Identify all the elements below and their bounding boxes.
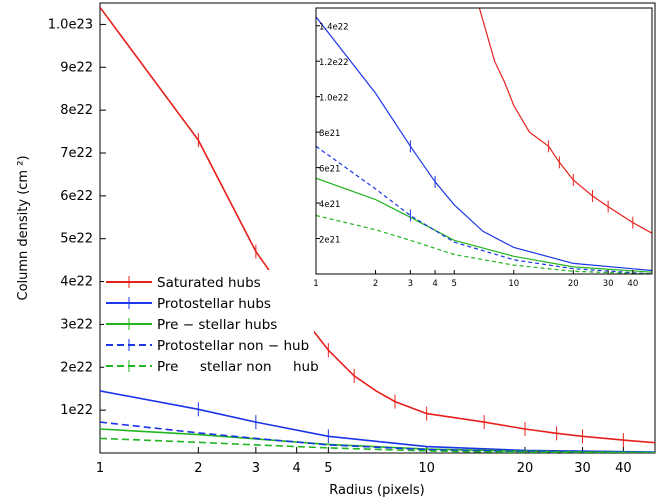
inset-x-tick-label: 20 — [568, 279, 579, 289]
inset-series-line-1 — [316, 16, 652, 272]
inset-y-axis: 2e21 4e21 6e21 8e21 1.0e22 1.2e22 1.4e22 — [316, 23, 349, 246]
inset-y-tick-label: 1.4e22 — [319, 23, 349, 33]
inset-series-line-3 — [316, 145, 652, 274]
main-x-tick-label: 20 — [517, 461, 534, 476]
legend-entry-label: Protostellar hubs — [157, 296, 271, 312]
main-x-tick-label: 2 — [194, 461, 202, 476]
inset-x-tick-label: 3 — [408, 279, 413, 289]
inset-x-tick-label: 40 — [627, 279, 638, 289]
inset-y-tick-label: 6e21 — [319, 165, 340, 175]
main-y-tick-label: 2e22 — [60, 360, 93, 375]
main-y-tick-label: 1e22 — [60, 403, 93, 418]
main-x-tick-label: 30 — [574, 461, 591, 476]
main-series-line-3 — [100, 421, 655, 453]
main-x-tick-label: 5 — [324, 461, 332, 476]
inset-x-tick-label: 2 — [373, 279, 378, 289]
main-y-tick-label: 4e22 — [60, 275, 93, 290]
main-plot-frame — [99, 2, 656, 454]
inset-x-tick-label: 10 — [508, 279, 519, 289]
legend-entry-label: Pre − stellar hubs — [157, 317, 277, 333]
inset-series-line-0 — [478, 8, 652, 234]
inset-y-tick-label: 4e21 — [319, 200, 340, 210]
main-x-axis: 1 2 3 4 5 10 20 30 40 — [96, 447, 632, 476]
main-y-tick-label: 1.0e23 — [48, 17, 93, 32]
inset-x-tick-label: 4 — [432, 279, 437, 289]
inset-background — [316, 8, 652, 274]
legend-entry-label: Pre stellar non hub — [157, 359, 319, 375]
main-y-tick-label: 6e22 — [60, 189, 93, 204]
main-series-line-1 — [100, 390, 655, 453]
main-x-tick-label: 1 — [96, 461, 104, 476]
x-axis-title: Radius (pixels) — [329, 483, 424, 498]
inset-y-tick-label: 1.0e22 — [319, 94, 349, 104]
inset-plot-frame — [315, 7, 653, 275]
inset-x-axis: 1 2 3 4 5 10 20 30 40 — [313, 270, 638, 289]
inset-series-group — [316, 8, 652, 274]
inset-y-tick-label: 1.2e22 — [319, 58, 349, 68]
inset-series-line-4 — [316, 214, 652, 274]
main-x-tick-label: 40 — [615, 461, 632, 476]
main-y-tick-label: 9e22 — [60, 60, 93, 75]
main-x-tick-label: 3 — [252, 461, 260, 476]
inset-x-tick-label: 1 — [313, 279, 318, 289]
main-x-tick-label: 4 — [293, 461, 301, 476]
inset-x-tick-label: 5 — [452, 279, 457, 289]
main-y-tick-label: 8e22 — [60, 103, 93, 118]
inset-y-tick-label: 8e21 — [319, 129, 340, 139]
main-x-tick-label: 10 — [418, 461, 435, 476]
main-y-tick-label: 7e22 — [60, 146, 93, 161]
legend-entry-label: Saturated hubs — [157, 275, 261, 291]
main-y-tick-label: 5e22 — [60, 232, 93, 247]
main-y-tick-label: 3e22 — [60, 317, 93, 332]
inset-y-tick-label: 2e21 — [319, 236, 340, 246]
inset-series-line-2 — [316, 177, 652, 273]
main-y-axis: 1e22 2e22 3e22 4e22 5e22 6e22 7e22 8e22 9e22 1.0e… — [48, 17, 106, 418]
legend-entry-label: Protostellar non − hub — [157, 338, 309, 354]
legend: Saturated hubs Protostellar hubs Pre − ste… — [104, 270, 319, 385]
inset-x-tick-label: 30 — [603, 279, 614, 289]
main-series-line-2 — [100, 428, 655, 453]
y-axis-title: Column density (cm ²) — [16, 155, 31, 300]
